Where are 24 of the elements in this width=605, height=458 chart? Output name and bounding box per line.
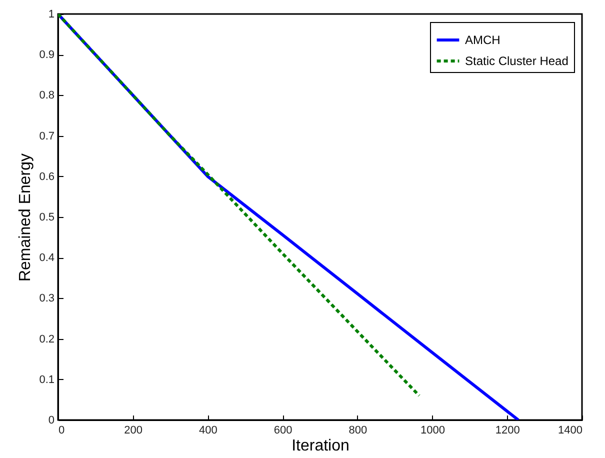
y-tick-label: 0.7 xyxy=(39,130,54,142)
y-tick-label: 0.3 xyxy=(39,292,54,305)
y-tick-label: 0.8 xyxy=(39,90,54,102)
x-tick-label: 200 xyxy=(124,424,143,436)
x-tick-label: 1200 xyxy=(495,424,520,436)
x-tick-label: 600 xyxy=(274,424,292,436)
y-tick-label: 0.2 xyxy=(39,333,54,346)
x-tick-label: 1000 xyxy=(420,424,446,436)
legend-label: AMCH xyxy=(465,33,500,47)
y-tick-label: 0.1 xyxy=(39,374,54,386)
x-tick-label: 0 xyxy=(58,424,65,436)
x-axis-title: Iteration xyxy=(292,438,350,454)
line-series xyxy=(58,14,421,398)
y-tick-label: 0.5 xyxy=(39,212,54,224)
y-axis-title: Remained Energy xyxy=(17,153,34,282)
y-tick-label: 0.4 xyxy=(39,252,54,264)
y-tick-label: 0.6 xyxy=(39,170,54,183)
y-tick-label: 0 xyxy=(48,414,54,426)
x-tick-label: 1400 xyxy=(558,424,582,436)
x-tick-label: 400 xyxy=(199,424,218,436)
legend-label: Static Cluster Head xyxy=(465,54,568,68)
y-tick-label: 1 xyxy=(48,8,54,20)
x-tick-label: 800 xyxy=(348,424,368,436)
y-tick-label: 0.9 xyxy=(39,49,54,62)
